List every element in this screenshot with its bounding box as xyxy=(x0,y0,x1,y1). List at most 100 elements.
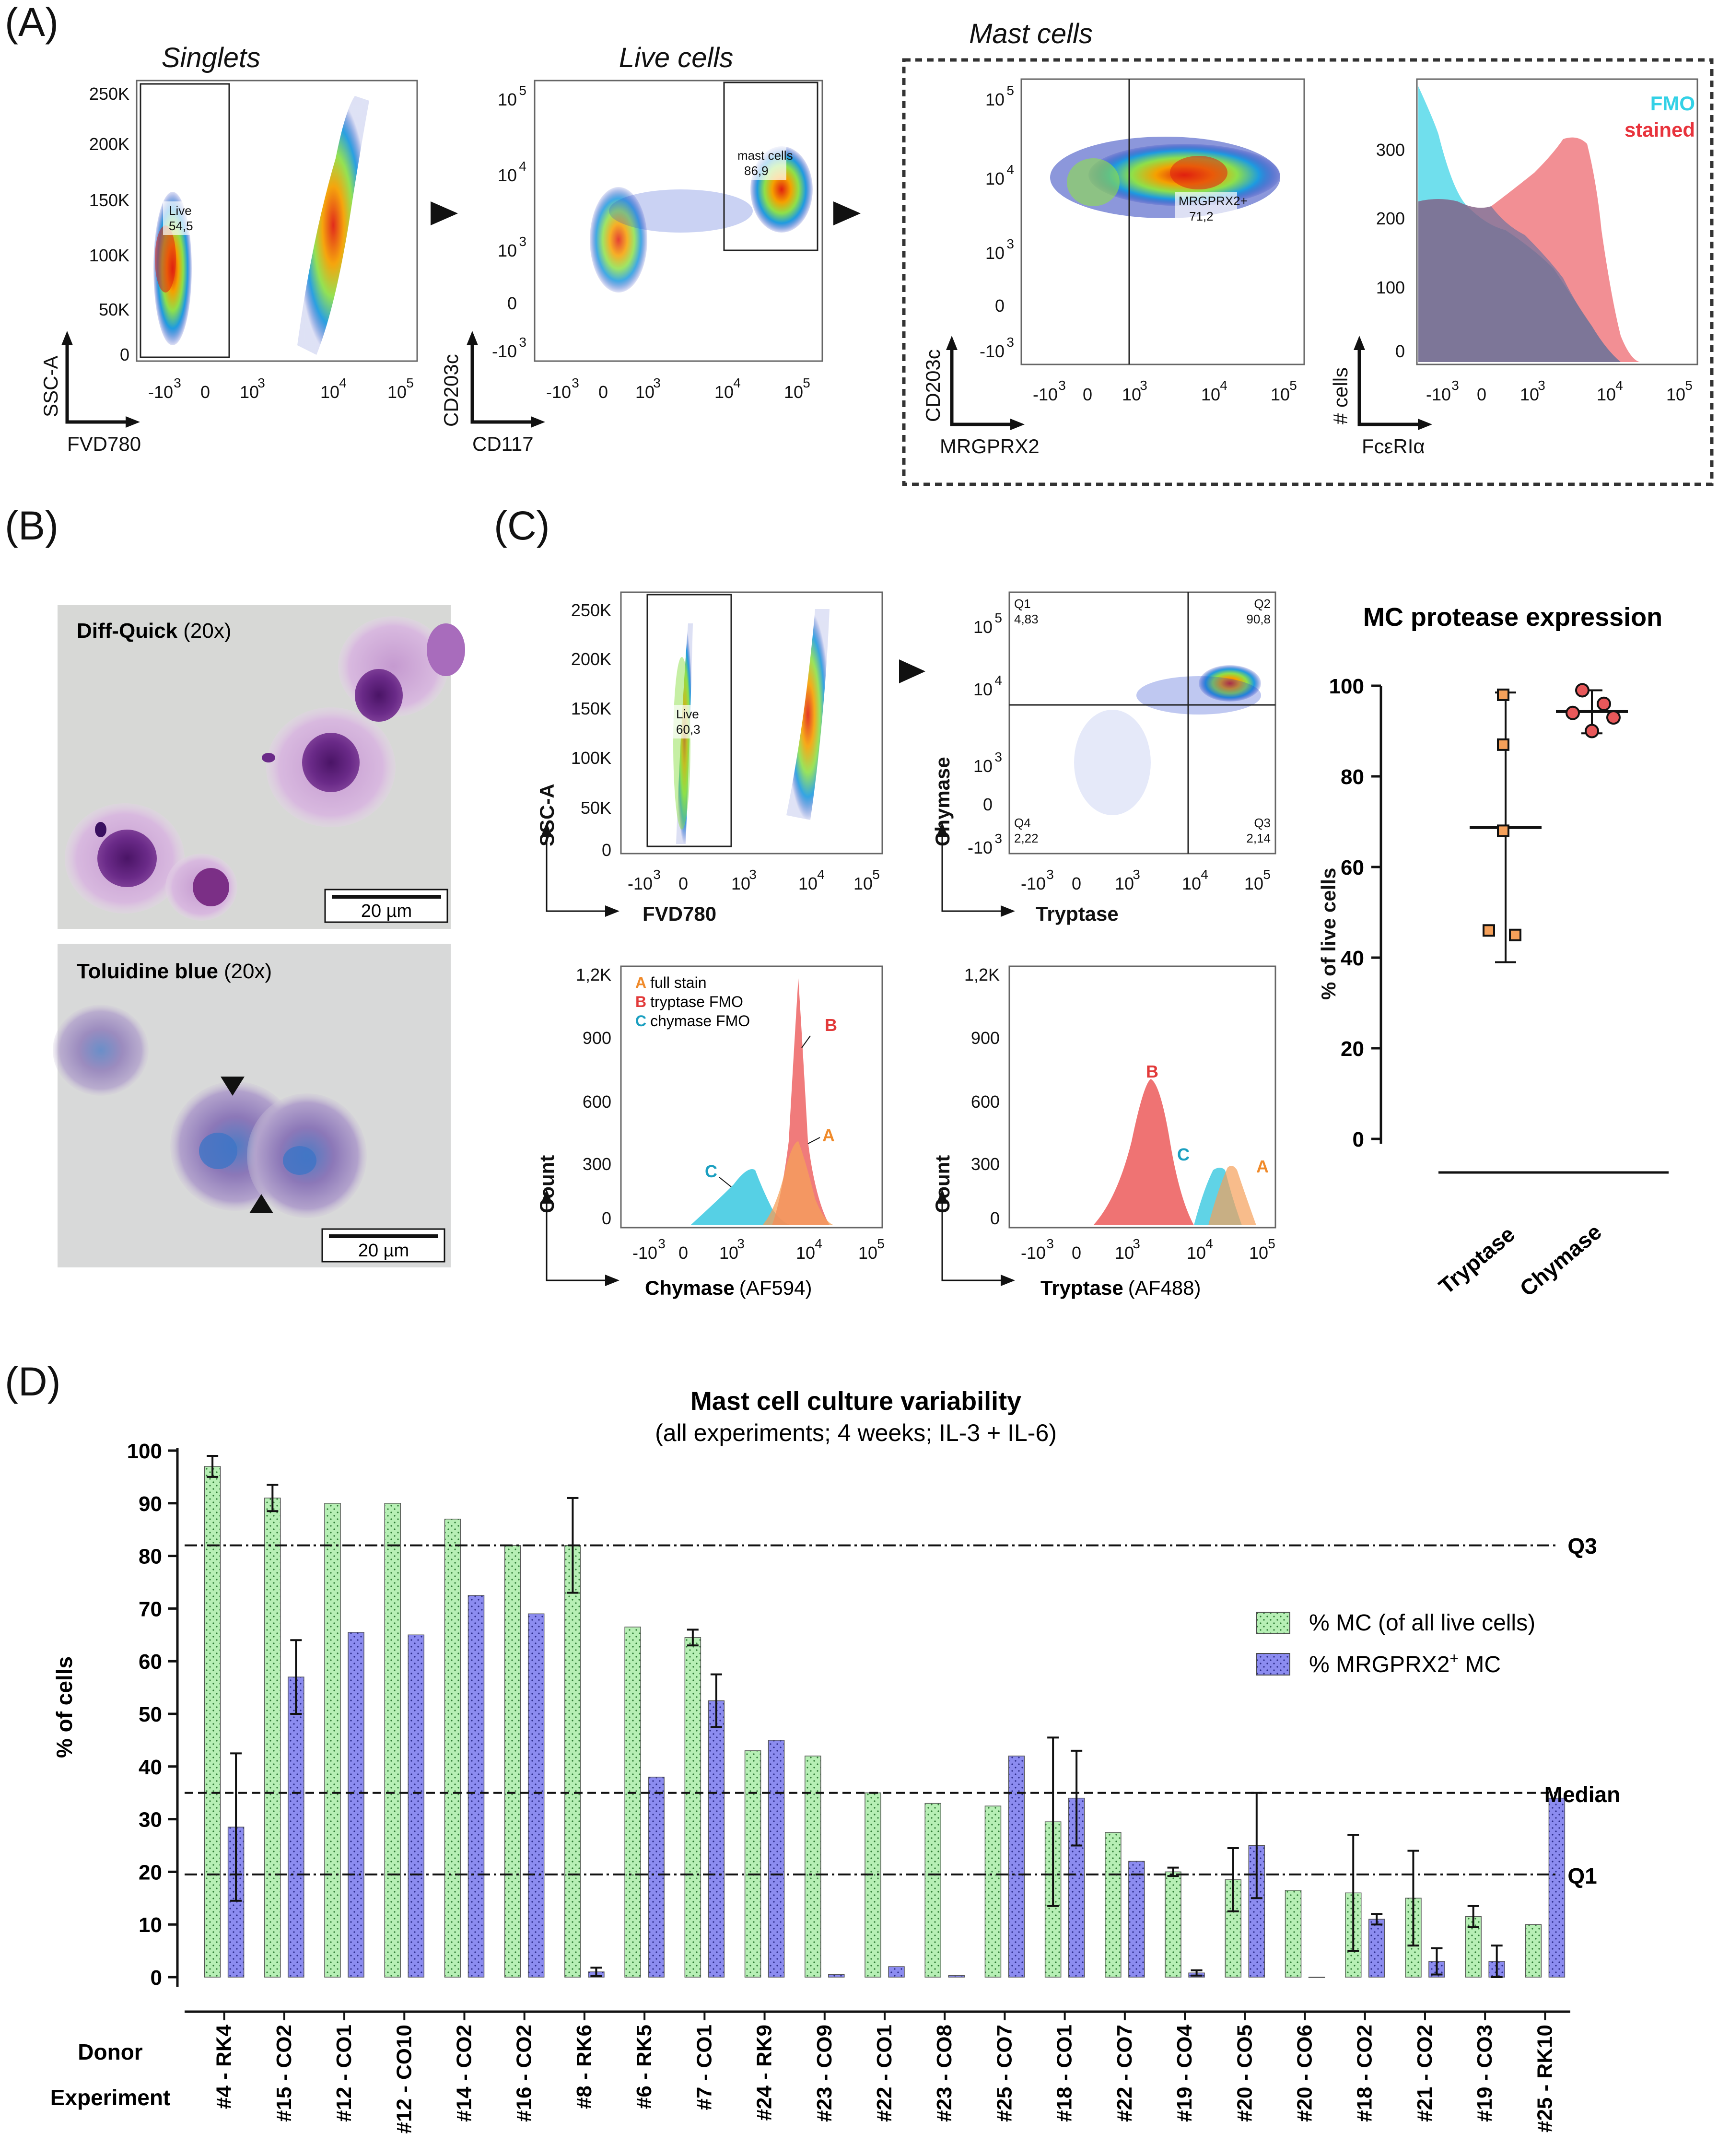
svg-text:5: 5 xyxy=(1006,83,1014,98)
a2-mast-gate xyxy=(723,82,818,251)
svg-text:3: 3 xyxy=(257,375,265,390)
c5-point-tryptase xyxy=(1509,928,1521,941)
svg-text:5: 5 xyxy=(1289,378,1297,393)
d-bar-mc xyxy=(384,1503,401,1978)
d-bar-mc xyxy=(1285,1890,1302,1978)
c3-legend-C-key: C xyxy=(635,1012,646,1030)
svg-text:-10: -10 xyxy=(632,1243,657,1263)
svg-text:3: 3 xyxy=(1133,1236,1140,1251)
d-ytick-label: 50 xyxy=(139,1703,162,1726)
d-ytick-label: 10 xyxy=(139,1913,162,1937)
c5-ytick-label: 80 xyxy=(1341,765,1364,789)
svg-text:900: 900 xyxy=(971,1028,1000,1048)
c5-cat-tryptase: Tryptase xyxy=(1434,1221,1519,1299)
c5-point-tryptase xyxy=(1497,688,1509,701)
svg-text:5: 5 xyxy=(1268,1236,1275,1251)
d-y-label: % of cells xyxy=(52,1656,77,1758)
c1-y-label: SSC-A xyxy=(536,784,558,846)
c2-q3-name: Q3 xyxy=(1254,816,1271,830)
svg-text:200K: 200K xyxy=(89,134,129,154)
d-bar-mrgprx2 xyxy=(648,1777,665,1978)
c3-curve-A xyxy=(762,1141,834,1225)
c-plot-quadrant: Q1 4,83 Q2 90,8 Q3 2,14 Q4 2,22 10 5 10 4 … xyxy=(931,591,1276,925)
svg-text:4: 4 xyxy=(815,1236,822,1251)
a4-legend-stained: stained xyxy=(1625,118,1695,141)
d-bar-mrgprx2 xyxy=(708,1700,725,1978)
c5-ytick-label: 20 xyxy=(1341,1037,1364,1061)
d-row-experiment: Experiment xyxy=(50,2085,171,2110)
a-mast-cells-box xyxy=(902,58,1714,486)
d-bar-mrgprx2 xyxy=(1128,1861,1145,1978)
svg-text:3: 3 xyxy=(658,1236,666,1251)
svg-text:3: 3 xyxy=(519,234,526,249)
svg-text:250K: 250K xyxy=(89,84,129,104)
panel-b-letter: (B) xyxy=(5,503,58,548)
d-bar-mc xyxy=(624,1627,641,1978)
svg-text:10: 10 xyxy=(1187,1243,1206,1263)
c2-density xyxy=(1199,665,1261,702)
d-category-label: #19 - CO4 xyxy=(1173,2024,1196,2122)
a1-density-dead xyxy=(297,96,369,355)
c2-q4-value: 2,22 xyxy=(1014,831,1039,845)
svg-text:10: 10 xyxy=(1244,874,1263,893)
b1-stain-name: Diff-Quick xyxy=(77,619,178,643)
d-category-label: #19 - CO3 xyxy=(1473,2025,1496,2122)
svg-text:10: 10 xyxy=(973,756,993,776)
d-legend-mrgprx2-sup: + xyxy=(1449,1650,1459,1667)
svg-text:-10: -10 xyxy=(968,838,993,857)
d-category-label: #7 - CO1 xyxy=(692,2025,716,2110)
a4-y-label: # cells xyxy=(1329,367,1352,424)
c3-x-label: Chymase xyxy=(645,1277,735,1299)
d-category-label: #20 - CO6 xyxy=(1293,2025,1317,2122)
d-subtitle: (all experiments; 4 weeks; IL-3 + IL-6) xyxy=(655,1419,1057,1446)
svg-text:3: 3 xyxy=(653,867,661,882)
d-bar-mc xyxy=(204,1466,221,1978)
svg-text:10: 10 xyxy=(498,165,517,185)
d-ref-q1: Q1 xyxy=(1567,1863,1597,1888)
d-category-label: #25 - RK10 xyxy=(1533,2025,1556,2133)
svg-text:10: 10 xyxy=(1201,385,1220,404)
a3-y-label: CD203c xyxy=(922,349,944,422)
svg-text:4: 4 xyxy=(1205,1236,1213,1251)
svg-text:3: 3 xyxy=(1046,1236,1054,1251)
svg-text:10: 10 xyxy=(320,382,339,402)
svg-text:10: 10 xyxy=(985,243,1005,263)
svg-text:0: 0 xyxy=(507,293,517,313)
svg-text:3: 3 xyxy=(174,375,181,390)
c3-marker-C: C xyxy=(705,1161,717,1181)
svg-text:3: 3 xyxy=(994,750,1002,764)
svg-text:0: 0 xyxy=(1072,1243,1081,1263)
a2-gate-name: mast cells xyxy=(737,148,793,163)
c5-point-chymase xyxy=(1597,696,1611,711)
c3-legend-A-key: A xyxy=(635,974,646,991)
svg-text:0: 0 xyxy=(678,1243,688,1263)
a-plot-singlets: Singlets Live 54,5 250K 200K 150K 100K 50K 0… xyxy=(39,42,418,455)
svg-text:10: 10 xyxy=(1520,385,1539,404)
svg-text:5: 5 xyxy=(877,1236,885,1251)
c4-curve-A xyxy=(1208,1166,1256,1225)
svg-text:4: 4 xyxy=(1615,378,1623,393)
svg-text:300: 300 xyxy=(971,1154,1000,1174)
svg-text:50K: 50K xyxy=(99,300,129,319)
b2-arrowhead-1 xyxy=(221,1077,245,1096)
c2-q1-name: Q1 xyxy=(1014,597,1031,611)
a-arrow-1 xyxy=(431,201,458,225)
svg-text:5: 5 xyxy=(803,375,810,390)
c3-marker-A: A xyxy=(822,1125,835,1145)
c5-point-tryptase xyxy=(1483,924,1495,937)
d-legend-swatch-mrgprx2 xyxy=(1256,1653,1290,1676)
svg-text:900: 900 xyxy=(583,1028,611,1048)
svg-text:4: 4 xyxy=(519,159,526,174)
svg-text:3: 3 xyxy=(1046,867,1054,882)
d-legend-mc: % MC (of all live cells) xyxy=(1309,1610,1535,1636)
svg-text:10: 10 xyxy=(1115,874,1134,893)
svg-text:50K: 50K xyxy=(581,798,611,818)
d-ytick-label: 60 xyxy=(139,1650,162,1674)
d-ytick-label: 90 xyxy=(139,1492,162,1516)
a-plot-live: Live cells mast cells 86,9 10 5 10 4 10 3 0… xyxy=(440,42,823,455)
